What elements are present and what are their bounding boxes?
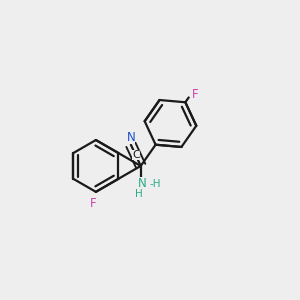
Text: C: C — [132, 150, 140, 161]
Text: -H: -H — [150, 179, 161, 189]
Text: H: H — [135, 189, 143, 199]
Text: N: N — [127, 131, 135, 144]
Text: N: N — [138, 177, 147, 190]
Text: F: F — [90, 196, 96, 209]
Text: F: F — [192, 88, 199, 101]
